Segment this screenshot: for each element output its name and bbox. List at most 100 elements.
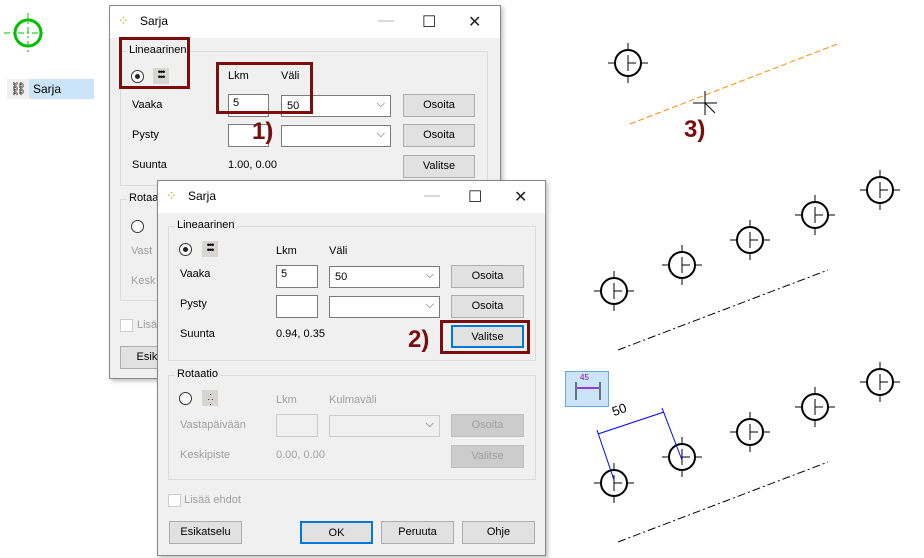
series-icon: ⁘ [166, 188, 177, 203]
rotation-radio[interactable] [179, 392, 192, 405]
point-symbol-icon [608, 43, 648, 83]
keskipiste-value: 0.00, 0.00 [276, 449, 325, 461]
suunta-value: 0.94, 0.35 [276, 328, 325, 340]
minimize-button[interactable]: — [424, 187, 440, 204]
dialog-title: Sarja [188, 189, 217, 203]
lisaa-label: Lisä [137, 319, 158, 331]
chevron-down-icon: ⌵ [425, 269, 434, 281]
highlight-box [216, 62, 313, 114]
suunta-label: Suunta [180, 328, 215, 340]
group-label: Rotaatio [175, 368, 220, 380]
point-symbol-icon [730, 412, 770, 452]
annotation-step2: 2) [408, 326, 430, 353]
ok-button[interactable]: OK [300, 521, 373, 544]
ohje-button[interactable]: Ohje [462, 521, 535, 544]
vali-label: Väli [329, 245, 348, 257]
chevron-down-icon: ⌵ [425, 418, 434, 430]
tree-item-label: Sarja [29, 79, 94, 99]
rotation-lkm-input[interactable] [276, 414, 318, 437]
direction-guide-line [629, 42, 841, 125]
lisaa-ehdot-checkbox[interactable] [168, 494, 181, 507]
minimize-button[interactable]: — [378, 12, 394, 29]
dimension-tool-value: 45 [580, 373, 589, 382]
chevron-down-icon: ⌵ [376, 128, 385, 140]
vaaka-label: Vaaka [180, 268, 211, 280]
lisaa-checkbox[interactable] [120, 319, 133, 332]
suunta-label: Suunta [132, 159, 167, 171]
vaaka-osoita-button[interactable]: Osoita [451, 265, 524, 288]
pysty-osoita-button[interactable]: Osoita [451, 295, 524, 318]
grid-dots-icon: ••• ••• [153, 68, 169, 84]
point-symbol-icon [594, 271, 634, 311]
vaaka-osoita-button[interactable]: Osoita [403, 94, 475, 117]
maximize-button[interactable]: ☐ [422, 14, 437, 31]
rotation-group: Rotaa Vast Kesk [120, 192, 180, 301]
linear-radio[interactable] [131, 70, 144, 83]
maximize-button[interactable]: ☐ [468, 189, 483, 206]
drawing-canvas[interactable] [540, 0, 924, 558]
close-button[interactable]: ✕ [468, 14, 482, 31]
chevron-down-icon: ⌵ [376, 98, 385, 110]
lkm-label: Lkm [228, 70, 249, 82]
group-label: Lineaarinen [175, 219, 237, 231]
chain-link-icon: ⛓ [10, 81, 27, 96]
close-button[interactable]: ✕ [514, 189, 528, 206]
lkm-label: Lkm [276, 245, 297, 257]
pysty-label: Pysty [132, 129, 159, 141]
pysty-vali-combo[interactable]: ⌵ [329, 296, 440, 318]
keskipiste-valitse-button[interactable]: Valitse [451, 445, 524, 468]
linear-group: Lineaarinen ••• ••• Lkm Väli Vaaka 5 50 ⌵ … [168, 219, 536, 361]
keskipiste-label: Keskipiste [180, 449, 231, 461]
suunta-valitse-button[interactable]: Valitse [451, 325, 524, 348]
title-bar: ⁘ Sarja — ☐ ✕ [158, 181, 545, 213]
pysty-label: Pysty [180, 298, 207, 310]
crosshair-cursor-icon [693, 91, 717, 115]
point-symbol-icon [662, 245, 702, 285]
vasta-label: Vast [131, 245, 153, 257]
dimension-line [596, 407, 683, 481]
grid-dots-icon: ••• ••• [202, 241, 218, 257]
point-symbol-icon [730, 220, 770, 260]
dialog-title: Sarja [140, 14, 169, 28]
rotation-radio[interactable] [131, 220, 144, 233]
pysty-lkm-input[interactable] [276, 295, 318, 318]
dimension-icon [575, 382, 601, 400]
point-symbol-icon [795, 387, 835, 427]
lisaa-ehdot-label: Lisää ehdot [184, 494, 241, 506]
pysty-vali-combo[interactable]: ⌵ [281, 125, 391, 147]
dimension-tool-button[interactable]: 45 [565, 371, 609, 407]
linear-radio[interactable] [179, 243, 192, 256]
kulmavali-label: Kulmaväli [329, 394, 377, 406]
esikatselu-button[interactable]: Esikatselu [169, 521, 242, 544]
highlight-box [440, 320, 530, 354]
dash-dot-line [617, 461, 829, 543]
group-label: Rotaa [127, 192, 161, 204]
point-symbol-icon [662, 437, 702, 477]
point-symbol-icon [594, 463, 634, 503]
point-symbol-icon [860, 362, 900, 402]
highlight-box [119, 37, 190, 89]
annotation-step1: 1) [252, 118, 274, 145]
pysty-osoita-button[interactable]: Osoita [403, 124, 475, 147]
suunta-valitse-button[interactable]: Valitse [403, 155, 475, 178]
vaaka-label: Vaaka [132, 99, 163, 111]
vaaka-lkm-input[interactable]: 5 [276, 265, 318, 288]
circular-dots-icon: · · · · [202, 390, 218, 409]
tree-item-sarja[interactable]: ⛓ Sarja [7, 79, 94, 99]
dash-dot-line [617, 269, 829, 351]
kulmavali-combo[interactable]: ⌵ [329, 415, 440, 437]
kesk-label: Kesk [131, 275, 156, 287]
title-bar: ⁘ Sarja — ☐ ✕ [110, 6, 500, 38]
selected-point-symbol-icon [4, 13, 46, 55]
chevron-down-icon: ⌵ [425, 299, 434, 311]
vali-label: Väli [281, 70, 300, 82]
point-symbol-icon [795, 195, 835, 235]
pysty-lkm-input[interactable] [228, 124, 269, 147]
rotation-osoita-button[interactable]: Osoita [451, 414, 524, 437]
vaaka-vali-combo[interactable]: 50 ⌵ [329, 266, 440, 288]
vastapaivaan-label: Vastapäivään [180, 419, 246, 431]
lkm-label: Lkm [276, 394, 297, 406]
group-label: Lineaarinen [127, 44, 189, 56]
suunta-value: 1.00, 0.00 [228, 159, 277, 171]
peruuta-button[interactable]: Peruuta [381, 521, 454, 544]
